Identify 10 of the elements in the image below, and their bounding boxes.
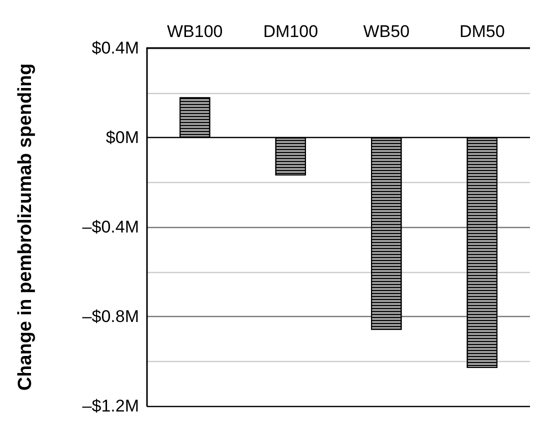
y-tick-label: $0.4M — [92, 38, 139, 58]
x-tick-label: WB100 — [167, 22, 223, 41]
y-tick-label: –$0.4M — [82, 218, 139, 236]
y-tick-label: –$1.2M — [82, 396, 139, 416]
y-tick-label: –$0.8M — [82, 307, 139, 326]
y-axis-title: Change in pembrolizumab spending — [15, 63, 36, 391]
x-tick-label: WB50 — [363, 22, 410, 41]
y-tick-label: $0M — [106, 128, 139, 147]
x-tick-label: DM100 — [263, 22, 318, 41]
x-tick-label: DM50 — [459, 22, 505, 41]
